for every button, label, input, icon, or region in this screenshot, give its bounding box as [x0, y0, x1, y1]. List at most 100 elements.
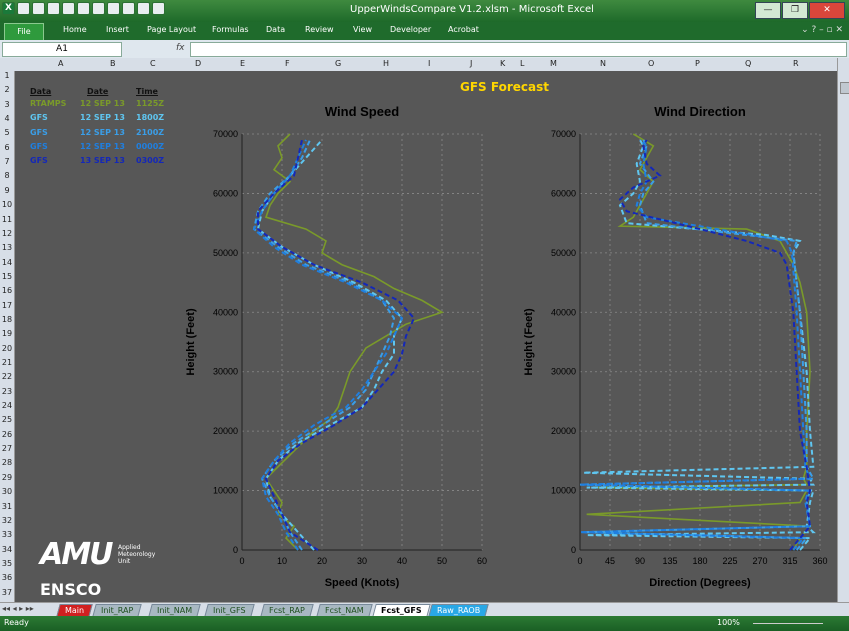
row-header[interactable]: 15: [1, 271, 13, 281]
row-header[interactable]: 10: [1, 200, 13, 210]
column-header[interactable]: E: [240, 59, 246, 68]
new-icon[interactable]: [17, 2, 30, 15]
excel-app-icon[interactable]: X: [2, 2, 15, 15]
row-header[interactable]: 30: [1, 487, 13, 497]
column-header[interactable]: D: [195, 59, 202, 68]
row-header[interactable]: 24: [1, 401, 13, 411]
y-tick-label: 10000: [551, 486, 576, 496]
chart-icon[interactable]: [137, 2, 150, 15]
series-line: [256, 139, 404, 551]
row-header[interactable]: 1: [4, 71, 10, 80]
row-header[interactable]: 36: [1, 573, 13, 583]
column-header[interactable]: K: [500, 59, 506, 68]
row-header[interactable]: 35: [1, 558, 13, 568]
row-header[interactable]: 6: [4, 142, 10, 152]
tab-page-layout[interactable]: Page Layout: [147, 25, 197, 34]
row-header[interactable]: 19: [1, 329, 13, 339]
row-header[interactable]: 34: [1, 544, 13, 554]
column-header[interactable]: Q: [745, 59, 752, 68]
close-button[interactable]: ✕: [809, 2, 845, 19]
row-header[interactable]: 7: [4, 157, 10, 167]
column-header[interactable]: L: [520, 59, 525, 68]
column-header[interactable]: H: [383, 59, 390, 68]
tab-scroll-icons[interactable]: ◂◂ ◂ ▸ ▸▸: [2, 604, 34, 613]
sort-icon[interactable]: [107, 2, 120, 15]
tab-view[interactable]: View: [353, 25, 372, 34]
wind-direction-chart[interactable]: Wind Direction 0 10000 20000 30000 40000 50000…: [518, 96, 838, 599]
column-header[interactable]: P: [695, 59, 700, 68]
row-header[interactable]: 14: [1, 257, 13, 267]
row-header[interactable]: 4: [4, 114, 10, 124]
row-header[interactable]: 22: [1, 372, 13, 382]
zoom-level[interactable]: 100%: [717, 618, 740, 627]
tab-data[interactable]: Data: [266, 25, 286, 34]
row-header[interactable]: 23: [1, 386, 13, 396]
column-header[interactable]: O: [648, 59, 655, 68]
row-header[interactable]: 3: [4, 99, 10, 109]
redo-icon[interactable]: [92, 2, 105, 15]
row-header[interactable]: 21: [1, 358, 13, 367]
row-header[interactable]: 8: [4, 171, 10, 181]
column-header[interactable]: B: [110, 59, 116, 68]
wind-speed-chart[interactable]: Wind Speed 0 10000 20000 30000 40000 50000 6000…: [180, 96, 500, 599]
column-header[interactable]: C: [150, 59, 156, 68]
series-line: [252, 139, 396, 551]
zoom-slider[interactable]: [753, 623, 823, 624]
scroll-thumb[interactable]: [840, 82, 849, 94]
column-header[interactable]: J: [470, 59, 473, 68]
row-header[interactable]: 17: [1, 300, 13, 310]
y-tick-label: 70000: [213, 129, 238, 139]
y-tick-label: 20000: [551, 426, 576, 436]
column-header[interactable]: I: [428, 59, 431, 68]
row-header[interactable]: 13: [1, 243, 13, 253]
formula-input[interactable]: [190, 42, 847, 57]
filter-icon[interactable]: [122, 2, 135, 15]
row-header[interactable]: 29: [1, 472, 13, 482]
restore-button[interactable]: ❐: [782, 2, 808, 19]
y-tick-label: 30000: [213, 367, 238, 377]
print-icon[interactable]: [62, 2, 75, 15]
name-box[interactable]: A1: [2, 42, 122, 57]
minimize-button[interactable]: —: [755, 2, 781, 19]
row-header[interactable]: 31: [1, 501, 13, 511]
column-header[interactable]: F: [285, 59, 290, 68]
column-header[interactable]: A: [58, 59, 64, 68]
row-header[interactable]: 28: [1, 458, 13, 468]
row-header[interactable]: 37: [1, 587, 13, 597]
tab-review[interactable]: Review: [305, 25, 334, 34]
x-tick-label: 0: [239, 556, 244, 566]
tab-formulas[interactable]: Formulas: [212, 25, 249, 34]
row-header[interactable]: 9: [4, 185, 10, 195]
row-header[interactable]: 25: [1, 415, 13, 425]
row-header[interactable]: 5: [4, 128, 10, 138]
open-icon[interactable]: [32, 2, 45, 15]
row-header[interactable]: 2: [4, 85, 10, 95]
row-header[interactable]: 16: [1, 286, 13, 296]
customize-icon[interactable]: [152, 2, 165, 15]
row-header[interactable]: 20: [1, 343, 13, 353]
column-header[interactable]: M: [550, 59, 557, 68]
row-header[interactable]: 18: [1, 314, 13, 324]
column-header[interactable]: N: [600, 59, 606, 68]
row-header[interactable]: 11: [1, 214, 13, 224]
column-header[interactable]: G: [335, 59, 342, 68]
insert-function-icon[interactable]: fx: [176, 43, 185, 53]
vertical-scrollbar[interactable]: [837, 58, 849, 602]
tab-insert[interactable]: Insert: [106, 25, 129, 34]
tab-developer[interactable]: Developer: [390, 25, 432, 34]
row-header[interactable]: 27: [1, 444, 13, 454]
row-header[interactable]: 12: [1, 228, 13, 238]
tab-home[interactable]: Home: [63, 25, 87, 34]
row-header[interactable]: 33: [1, 530, 13, 540]
table-cell: 2100Z: [136, 127, 165, 137]
table-cell: 13 SEP 13: [80, 156, 125, 166]
table-cell: RTAMPS: [30, 99, 67, 108]
row-header[interactable]: 26: [1, 429, 13, 439]
tab-file[interactable]: File: [4, 23, 44, 41]
save-icon[interactable]: [47, 2, 60, 15]
row-header[interactable]: 32: [1, 515, 13, 525]
column-header[interactable]: R: [793, 59, 799, 68]
undo-icon[interactable]: [77, 2, 90, 15]
help-icon[interactable]: ⌄ ? – ▫ ✕: [801, 25, 843, 35]
tab-acrobat[interactable]: Acrobat: [448, 25, 479, 34]
